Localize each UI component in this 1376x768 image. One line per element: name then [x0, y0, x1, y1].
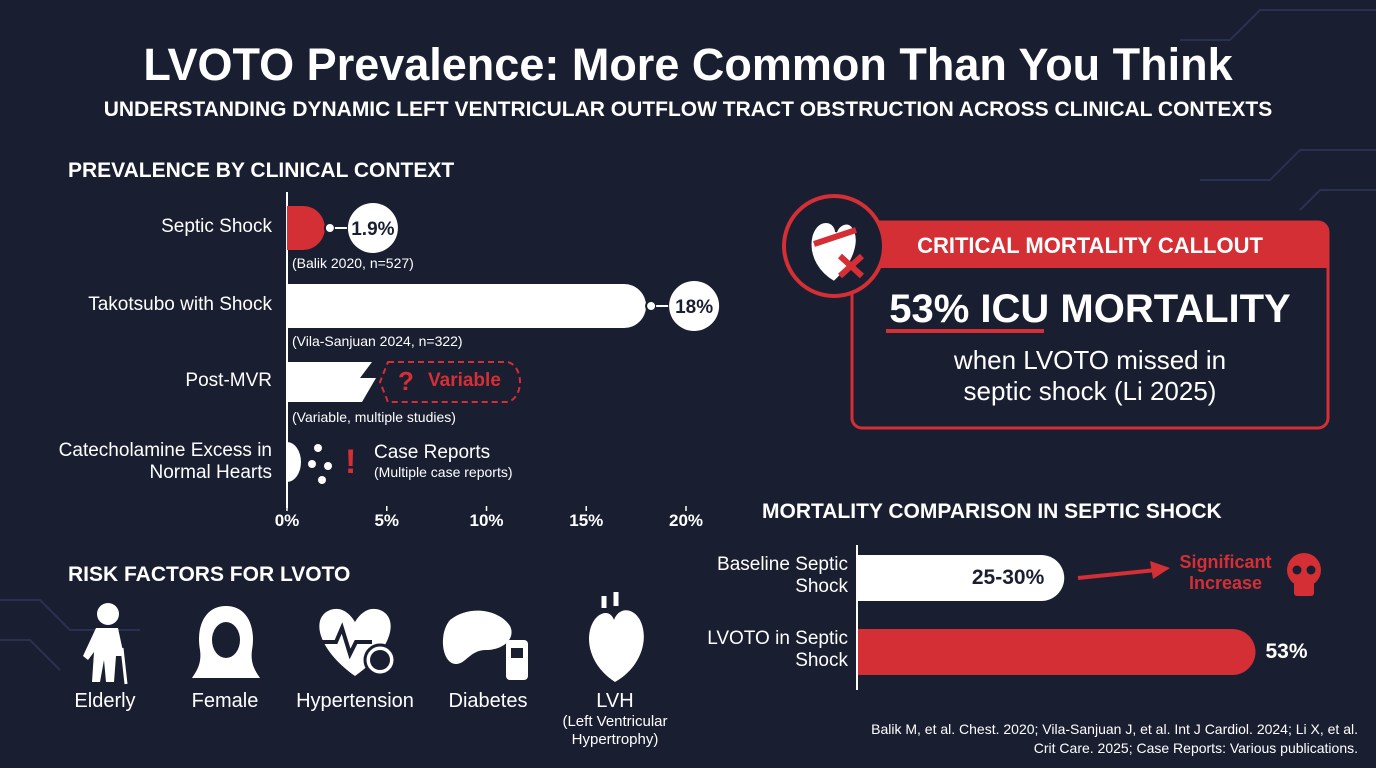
decorative-dot — [318, 476, 326, 484]
chart-title: MORTALITY COMPARISON IN SEPTIC SHOCK — [762, 500, 1222, 523]
annotation: Significant Increase — [1179, 552, 1272, 594]
risk-factor-label: Elderly — [74, 690, 136, 712]
x-tick-label: 5% — [374, 511, 400, 530]
risk-factor-label: Hypertension — [296, 690, 414, 712]
chart-title: PREVALENCE BY CLINICAL CONTEXT — [68, 159, 455, 182]
source-label: (Vila-Sanjuan 2024, n=322) — [292, 333, 463, 349]
value-label-bubble — [669, 281, 720, 331]
heart-icon — [809, 220, 865, 284]
callout-header-band — [868, 222, 1328, 268]
hypertension-icon — [318, 608, 397, 677]
category-label: Catecholamine Excess in Normal Hearts — [58, 440, 272, 484]
elderly-icon — [83, 603, 128, 685]
callout-body: when LVOTO missed in septic shock (Li 20… — [953, 345, 1227, 407]
lvh-icon — [589, 592, 644, 682]
references: Balik M, et al. Chest. 2020; Vila-Sanjua… — [871, 721, 1358, 756]
x-tick-label: 15% — [569, 511, 604, 530]
decorative-dot — [324, 462, 332, 470]
callout-heading: CRITICAL MORTALITY CALLOUT — [917, 233, 1263, 258]
risk-factor-label: Diabetes — [448, 690, 528, 712]
row-note: Variable — [428, 370, 501, 391]
page-subtitle: UNDERSTANDING DYNAMIC LEFT VENTRICULAR O… — [103, 98, 1273, 121]
bar — [287, 206, 325, 250]
bar-end-dot — [323, 222, 336, 234]
skull-icon — [1287, 553, 1321, 596]
row-note: Case Reports — [374, 442, 491, 463]
bar — [858, 555, 1065, 601]
category-label: Takotsubo with Shock — [88, 294, 272, 315]
category-label: Septic Shock — [161, 216, 272, 237]
category-label: LVOTO in Septic Shock — [707, 628, 848, 672]
risk-factor-label: Female — [191, 690, 259, 712]
value-label: 18% — [675, 297, 713, 318]
risk-icons — [83, 592, 644, 685]
value-label: 53% — [1265, 640, 1308, 663]
value-label: 25-30% — [971, 566, 1045, 589]
background-circuit — [0, 9, 1376, 671]
x-tick-label: 0% — [274, 511, 300, 530]
decorative-stub — [287, 442, 301, 482]
decorative-dot — [308, 460, 316, 468]
bar-end-dot — [645, 300, 658, 312]
x-tick-label: 10% — [469, 511, 504, 530]
note-outline — [378, 361, 521, 403]
section-title: RISK FACTORS FOR LVOTO — [68, 563, 351, 586]
page-title: LVOTO Prevalence: More Common Than You T… — [143, 39, 1233, 90]
source-label: (Multiple case reports) — [374, 464, 513, 480]
note-icon: ? — [398, 366, 414, 396]
category-label: Post-MVR — [185, 370, 272, 391]
risk-factor-detail: (Left Ventricular Hypertrophy) — [562, 713, 668, 748]
bar — [287, 284, 647, 328]
source-label: (Variable, multiple studies) — [292, 409, 456, 425]
source-label: (Balik 2020, n=527) — [292, 255, 414, 271]
bar — [858, 629, 1256, 675]
value-label-bubble — [347, 203, 398, 253]
diabetes-icon — [442, 610, 528, 680]
callout-headline: 53% ICU MORTALITY — [889, 287, 1291, 331]
risk-factor-label: LVH — [596, 690, 634, 712]
note-icon: ! — [345, 443, 357, 481]
decorative-stub — [287, 362, 376, 402]
increase-arrowhead — [1150, 561, 1170, 579]
female-icon — [192, 606, 260, 678]
x-tick-label: 20% — [668, 511, 704, 530]
value-label: 1.9% — [351, 219, 394, 240]
decorative-dot — [314, 444, 322, 452]
category-label: Baseline Septic Shock — [717, 554, 848, 598]
increase-arrow — [1077, 568, 1157, 580]
